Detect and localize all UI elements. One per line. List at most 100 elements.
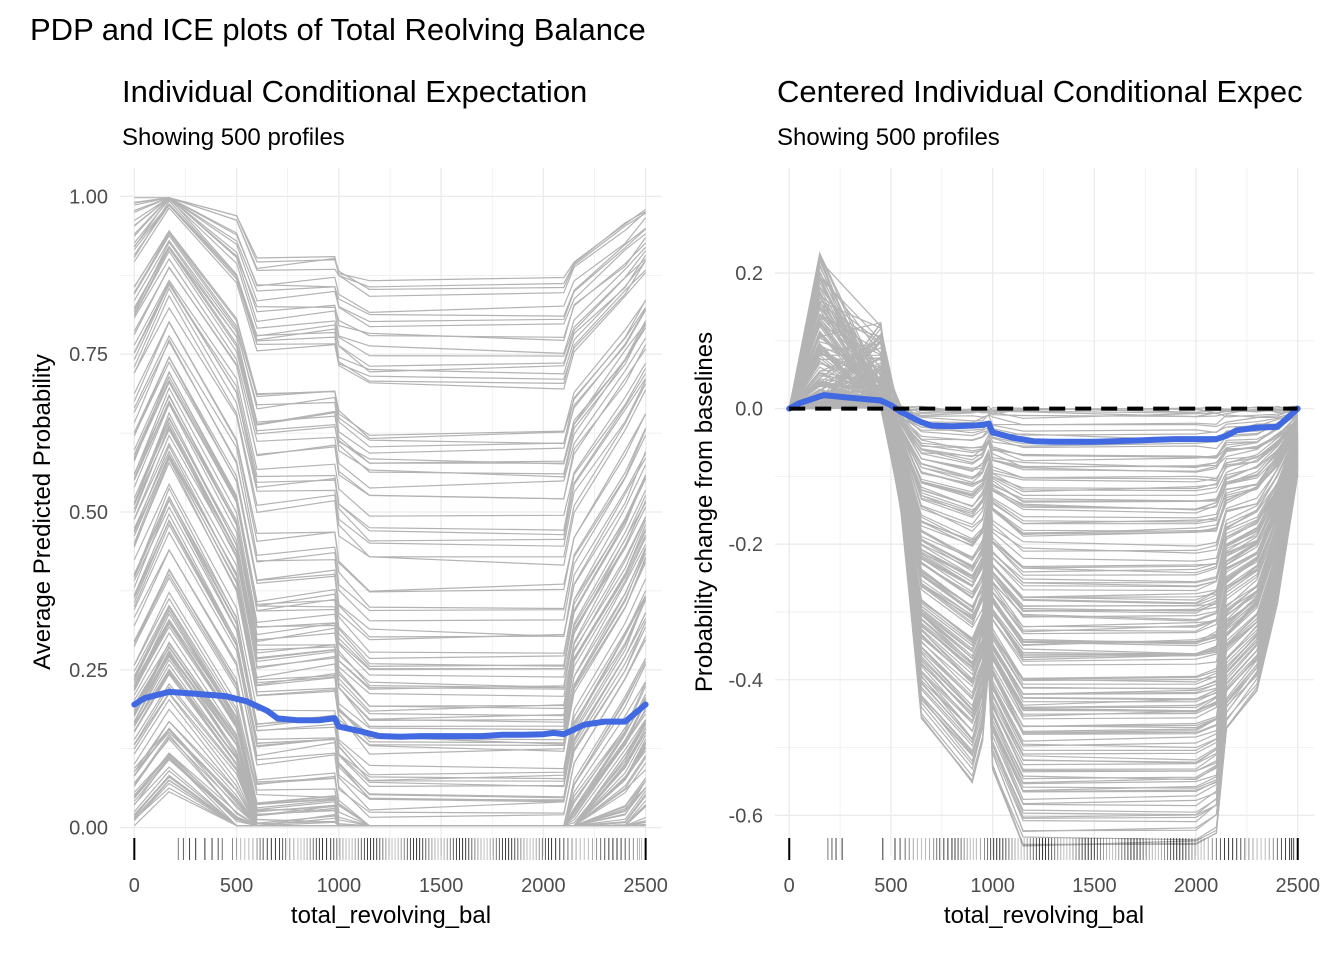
y-tick-label: 0.50: [69, 502, 108, 524]
pdp-line: [131, 688, 649, 740]
ice-profile-line: [133, 519, 647, 802]
ice-profile-line: [133, 229, 647, 440]
y-tick-label: 0.0: [735, 399, 763, 421]
ice-profile-line: [133, 567, 647, 827]
ice-profile-line: [133, 401, 647, 690]
x-tick-label: 2000: [1174, 875, 1219, 897]
ice-profile-line: [788, 374, 1299, 547]
ice-profile-line: [788, 340, 1299, 459]
ice-profile-line: [788, 277, 1299, 735]
ice-profile-line: [133, 196, 647, 367]
grid-group: [775, 168, 1314, 856]
ice-profile-line: [133, 486, 647, 776]
x-axis-title: total_revolving_bal: [944, 902, 1144, 929]
ice-profile-line: [133, 320, 647, 592]
ice-profile-line: [133, 455, 647, 744]
x-tick-label: 1000: [970, 875, 1015, 897]
ice-profile-line: [133, 370, 647, 654]
ice-lines-group: [133, 196, 647, 827]
y-tick-labels: 0.00 0.25 0.50 0.75 1.00: [69, 186, 108, 839]
ice-profile-line: [133, 286, 647, 547]
y-tick-label: 0.25: [69, 660, 108, 682]
ice-profile-line: [133, 386, 647, 678]
ice-profile-line: [133, 279, 647, 517]
ice-profile-line: [133, 340, 647, 612]
x-tick-label: 1500: [419, 875, 464, 897]
y-axis-title: Probability change from baselines: [691, 332, 718, 692]
ice-profile-line: [133, 282, 647, 542]
y-tick-label: -0.6: [729, 805, 763, 827]
x-tick-label: 500: [874, 875, 907, 897]
ice-profile-line: [133, 198, 647, 357]
rug-group: [133, 838, 647, 860]
x-tick-label: 2500: [623, 875, 668, 897]
y-tick-label: -0.2: [729, 534, 763, 556]
ice-profile-line: [133, 234, 647, 448]
ice-profile-line: [133, 411, 647, 710]
y-tick-label: 0.00: [69, 818, 108, 840]
ice-profile-line: [133, 334, 647, 610]
ice-profile-line: [788, 363, 1299, 793]
ice-profile-line: [134, 197, 646, 282]
ice-profile-line: [133, 283, 647, 531]
x-tick-label: 0: [784, 875, 795, 897]
ice-profile-line: [134, 197, 647, 297]
x-tick-label: 0: [129, 875, 140, 897]
ice-profile-line: [133, 505, 647, 788]
ice-profile-line: [134, 197, 647, 314]
y-tick-label: 1.00: [69, 186, 108, 208]
ice-profile-line: [133, 597, 647, 827]
panel-subtitle: Showing 500 profiles: [777, 124, 1000, 151]
y-axis-title: Average Predicted Probability: [29, 354, 56, 670]
ice-profile-line: [133, 231, 647, 436]
ice-profile-line: [133, 442, 647, 731]
ice-profile-line: [788, 366, 1299, 468]
x-tick-label: 2500: [1275, 875, 1320, 897]
ice-panel: Individual Conditional Expectation Showi…: [29, 74, 668, 929]
ice-profile-line: [134, 197, 646, 317]
ice-profile-line: [133, 196, 646, 328]
ice-profile-line: [133, 245, 647, 465]
ice-profile-line: [133, 482, 647, 770]
x-tick-labels: 0 500 1000 1500 2000 2500: [784, 875, 1320, 897]
ice-profile-line: [133, 246, 647, 478]
main-title: PDP and ICE plots of Total Reolving Bala…: [30, 12, 646, 47]
ice-profile-line: [133, 518, 647, 803]
pdp-line-group: [131, 688, 649, 740]
pdp-line-group: [786, 392, 1301, 445]
ice-profile-line: [133, 257, 647, 489]
ice-profile-line: [133, 461, 647, 755]
ice-profile-line: [133, 424, 647, 722]
centered-ice-panel: Centered Individual Conditional Expec Sh…: [691, 74, 1320, 929]
y-tick-labels: -0.6 -0.4 -0.2 0.0 0.2: [729, 263, 763, 827]
ice-profile-line: [133, 239, 647, 454]
ice-profile-line: [789, 394, 1299, 514]
ice-profile-line: [133, 394, 647, 689]
x-tick-label: 2000: [521, 875, 566, 897]
ice-profile-line: [133, 207, 647, 390]
ice-profile-line: [133, 548, 647, 818]
panel-subtitle: Showing 500 profiles: [122, 124, 345, 151]
ice-profile-line: [133, 381, 647, 670]
ice-profile-line: [133, 355, 647, 638]
ice-profile-line: [133, 618, 647, 827]
pdp-line: [786, 392, 1301, 445]
ice-profile-line: [133, 591, 647, 827]
x-tick-label: 1500: [1072, 875, 1117, 897]
ice-profile-line: [133, 203, 647, 375]
ice-profile-line: [133, 250, 647, 475]
ice-profile-line: [133, 266, 647, 500]
y-tick-label: 0.75: [69, 344, 108, 366]
y-tick-label: -0.4: [729, 670, 763, 692]
ice-profile-line: [133, 294, 647, 558]
rug-group: [788, 838, 1299, 860]
ice-profile-line: [788, 300, 1299, 482]
ice-profile-line: [133, 241, 647, 464]
x-tick-label: 1000: [317, 875, 362, 897]
ice-profile-line: [133, 402, 647, 697]
panel-title: Centered Individual Conditional Expec: [777, 74, 1303, 109]
x-tick-labels: 0 500 1000 1500 2000 2500: [129, 875, 668, 897]
ice-profile-line: [133, 196, 647, 338]
ice-profile-line: [789, 400, 1299, 573]
ice-profile-line: [133, 495, 647, 782]
